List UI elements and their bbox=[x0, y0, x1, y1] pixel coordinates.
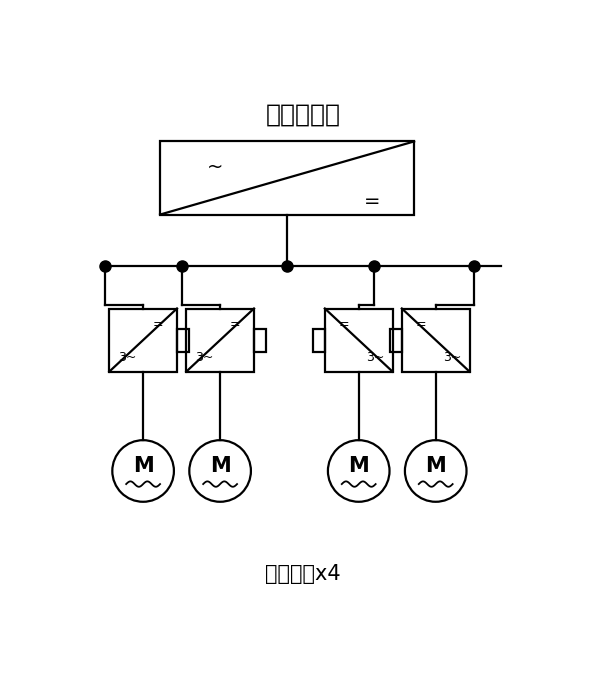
Text: =: = bbox=[339, 318, 349, 331]
Text: =: = bbox=[152, 318, 163, 331]
Text: =: = bbox=[230, 318, 241, 331]
Text: 3~: 3~ bbox=[443, 351, 461, 364]
Bar bbox=[186, 308, 254, 372]
Bar bbox=[389, 329, 402, 352]
Text: 四象限输入: 四象限输入 bbox=[265, 102, 340, 127]
Bar bbox=[254, 329, 267, 352]
Bar bbox=[177, 329, 189, 352]
Bar bbox=[160, 142, 414, 214]
Text: =: = bbox=[415, 318, 426, 331]
Text: =: = bbox=[363, 192, 380, 211]
Text: M: M bbox=[426, 456, 446, 477]
Text: M: M bbox=[210, 456, 230, 477]
Text: 牵引电机x4: 牵引电机x4 bbox=[265, 564, 340, 584]
Text: 3~: 3~ bbox=[194, 351, 213, 364]
Text: ~: ~ bbox=[207, 157, 223, 176]
Bar bbox=[109, 308, 177, 372]
Bar bbox=[402, 308, 470, 372]
Text: M: M bbox=[133, 456, 154, 477]
Bar bbox=[325, 308, 392, 372]
Bar bbox=[313, 329, 325, 352]
Text: 3~: 3~ bbox=[118, 351, 136, 364]
Text: M: M bbox=[348, 456, 369, 477]
Text: 3~: 3~ bbox=[366, 351, 384, 364]
